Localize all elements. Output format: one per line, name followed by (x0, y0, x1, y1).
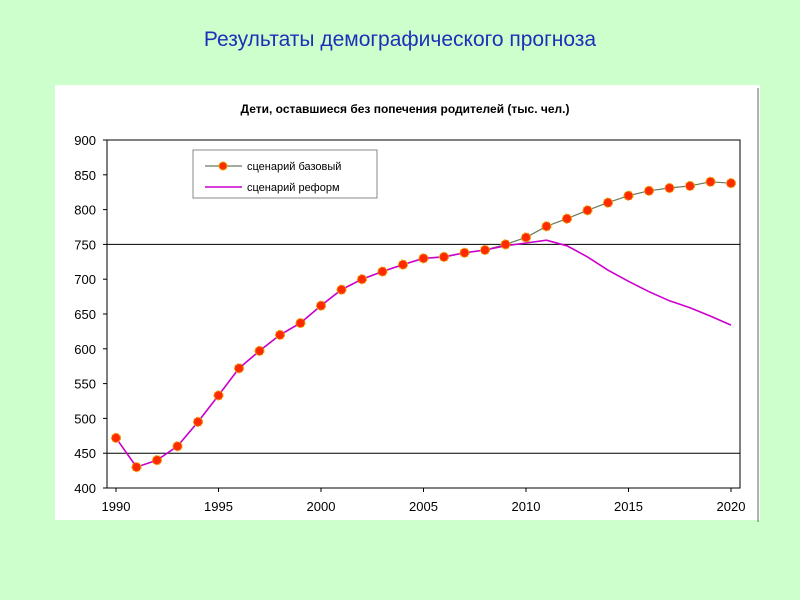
legend-label-base: сценарий базовый (247, 161, 341, 173)
data-point-base (377, 266, 388, 277)
data-point-base (582, 205, 593, 216)
y-tick-label: 650 (74, 307, 96, 322)
data-point-base (705, 176, 716, 187)
data-point-base (479, 244, 491, 256)
data-point-base (151, 455, 163, 466)
y-tick-label: 550 (74, 377, 96, 392)
data-point-base (213, 390, 224, 401)
y-tick-label: 800 (74, 203, 96, 218)
x-tick-label: 1995 (204, 499, 233, 514)
x-tick-label: 2015 (614, 499, 643, 514)
y-tick-label: 450 (74, 446, 96, 461)
data-point-base (725, 178, 737, 189)
data-point-base (684, 180, 696, 192)
y-tick-label: 400 (74, 481, 96, 496)
data-point-base (643, 185, 655, 196)
x-axis: 1990 1995 2000 2005 2010 2015 2020 (102, 488, 746, 514)
y-tick-label: 900 (74, 133, 96, 148)
data-point-base (623, 190, 634, 201)
gridlines (107, 243, 740, 454)
data-point-base (336, 284, 347, 295)
data-point-base (500, 239, 511, 250)
data-point-base (438, 251, 450, 263)
data-point-base (664, 182, 675, 194)
data-point-base (418, 253, 429, 264)
y-tick-label: 750 (74, 237, 96, 252)
chart-area (55, 85, 760, 520)
y-tick-label: 500 (74, 411, 96, 426)
data-point-base (356, 274, 368, 285)
legend-box (192, 149, 378, 199)
x-tick-label: 2005 (409, 499, 438, 514)
data-point-base (254, 345, 265, 356)
legend-marker-base (218, 161, 228, 171)
data-point-base (295, 317, 306, 329)
y-tick-label: 850 (74, 168, 96, 183)
slide-title: Результаты демографического прогноза (203, 28, 597, 51)
data-point-base (541, 221, 552, 232)
data-point-base (315, 300, 327, 311)
data-point-base (233, 363, 245, 374)
data-point-base (561, 213, 573, 224)
data-point-base (172, 441, 183, 452)
y-tick-label: 700 (74, 272, 96, 287)
data-point-base (131, 462, 142, 473)
x-tick-label: 2020 (717, 499, 746, 514)
data-point-base (520, 232, 532, 243)
x-tick-label: 1990 (102, 499, 131, 514)
data-point-base (397, 259, 409, 270)
legend: сценарий базовый сценарий реформ (192, 149, 378, 199)
data-point-base (602, 197, 614, 208)
legend-label-reform: сценарий реформ (247, 182, 340, 194)
data-point-base (192, 416, 204, 427)
series-layer (110, 176, 737, 473)
data-point-base (110, 432, 122, 443)
data-point-base (459, 247, 470, 258)
y-axis: 400 450 500 550 600 650 700 750 800 850 900 (74, 133, 107, 496)
chart-title: Дети, оставшиеся без попечения родителей… (241, 102, 570, 116)
data-point-base (274, 329, 286, 340)
y-tick-label: 600 (74, 342, 96, 357)
x-tick-label: 2010 (512, 499, 541, 514)
x-tick-label: 2000 (307, 499, 336, 514)
